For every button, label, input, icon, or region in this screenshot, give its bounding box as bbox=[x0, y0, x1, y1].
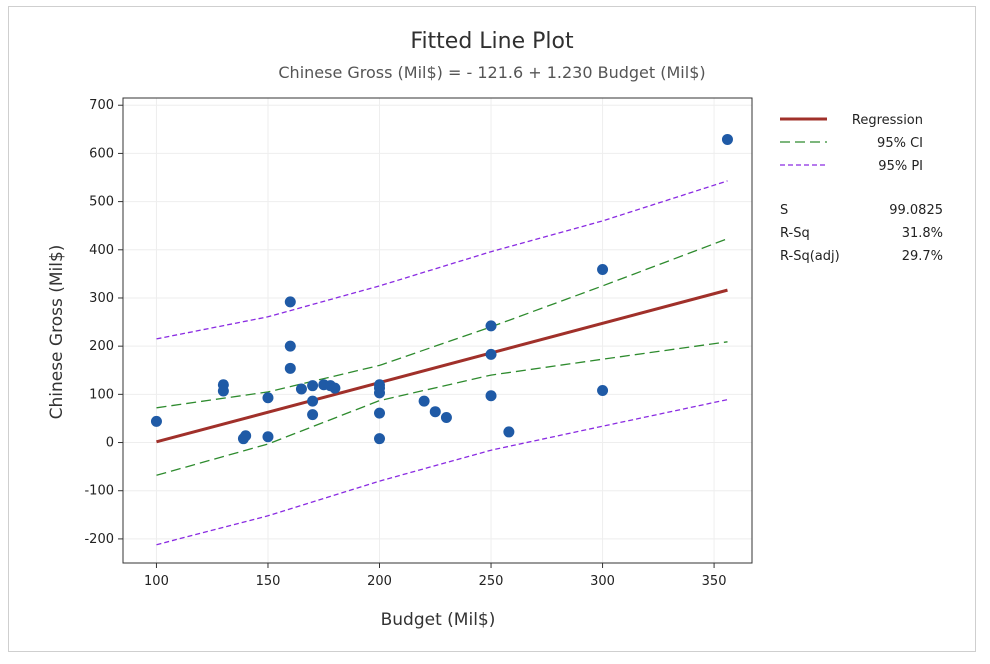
y-axis-title: Chinese Gross (Mil$) bbox=[47, 245, 67, 420]
plot-area-border bbox=[122, 97, 753, 564]
data-point bbox=[418, 395, 430, 407]
data-point bbox=[307, 380, 319, 392]
stat-name: R-Sq bbox=[780, 226, 810, 241]
x-tick-label: 300 bbox=[590, 574, 615, 589]
stat-name: S bbox=[780, 203, 788, 218]
data-point bbox=[485, 390, 497, 402]
x-axis-title: Budget (Mil$) bbox=[381, 610, 496, 630]
data-point bbox=[374, 407, 386, 419]
data-point bbox=[284, 296, 296, 308]
stat-name: R-Sq(adj) bbox=[780, 249, 840, 264]
data-point bbox=[721, 133, 733, 145]
ci-lower-line bbox=[156, 341, 728, 476]
data-point bbox=[307, 395, 319, 407]
data-point bbox=[374, 387, 386, 399]
y-tick-label: 600 bbox=[89, 146, 114, 161]
pi-upper-line bbox=[156, 180, 728, 340]
y-tick-label: 400 bbox=[89, 243, 114, 258]
y-tick-label: 700 bbox=[89, 98, 114, 113]
data-point bbox=[597, 264, 609, 276]
chart-subtitle: Chinese Gross (Mil$) = - 121.6 + 1.230 B… bbox=[278, 63, 705, 82]
data-point bbox=[329, 382, 341, 394]
x-tick-label: 250 bbox=[479, 574, 504, 589]
legend-label: 95% CI bbox=[877, 136, 923, 151]
x-tick-label: 200 bbox=[367, 574, 392, 589]
data-point bbox=[374, 433, 386, 445]
y-tick-label: 300 bbox=[89, 291, 114, 306]
data-point bbox=[150, 415, 162, 427]
data-point bbox=[597, 384, 609, 396]
stat-value: 99.0825 bbox=[889, 203, 943, 218]
y-tick-label: -200 bbox=[84, 532, 114, 547]
data-point bbox=[240, 430, 252, 442]
data-point bbox=[503, 426, 515, 438]
data-point bbox=[284, 362, 296, 374]
regression-line bbox=[156, 288, 728, 444]
data-point bbox=[262, 392, 274, 404]
data-point bbox=[485, 348, 497, 360]
pi-lower-line bbox=[156, 398, 728, 546]
data-point bbox=[262, 431, 274, 443]
chart-title: Fitted Line Plot bbox=[410, 29, 574, 54]
data-point bbox=[485, 320, 497, 332]
stat-value: 29.7% bbox=[902, 249, 943, 264]
x-tick-label: 100 bbox=[144, 574, 169, 589]
y-tick-label: 0 bbox=[106, 436, 114, 451]
x-tick-label: 350 bbox=[702, 574, 727, 589]
data-point bbox=[217, 385, 229, 397]
ci-upper-line bbox=[156, 238, 728, 409]
data-point bbox=[429, 406, 441, 418]
y-tick-label: 200 bbox=[89, 339, 114, 354]
y-tick-label: 100 bbox=[89, 387, 114, 402]
data-point bbox=[307, 409, 319, 421]
data-point bbox=[440, 411, 452, 423]
data-point bbox=[295, 383, 307, 395]
legend-label: Regression bbox=[852, 113, 923, 128]
y-tick-label: 500 bbox=[89, 195, 114, 210]
data-point bbox=[284, 340, 296, 352]
y-tick-label: -100 bbox=[84, 484, 114, 499]
x-tick-label: 150 bbox=[256, 574, 281, 589]
legend-label: 95% PI bbox=[878, 159, 923, 174]
stat-value: 31.8% bbox=[902, 226, 943, 241]
